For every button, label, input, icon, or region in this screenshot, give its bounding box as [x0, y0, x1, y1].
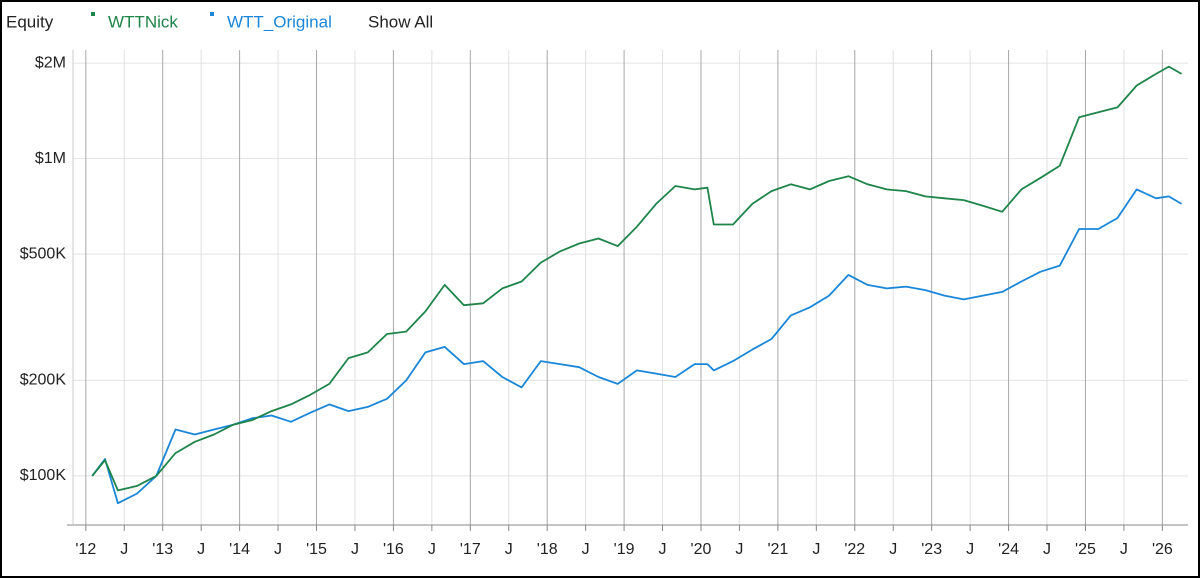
- x-tick-label: '21: [767, 541, 788, 558]
- show-all-button[interactable]: Show All: [368, 12, 433, 31]
- x-tick-label: J: [1120, 541, 1128, 558]
- x-tick-label: J: [735, 541, 743, 558]
- legend-label[interactable]: WTTNick: [108, 12, 178, 31]
- x-tick-label: '15: [306, 541, 327, 558]
- x-tick-label: '18: [537, 541, 558, 558]
- legend-marker[interactable]: [210, 12, 214, 16]
- x-tick-label: J: [120, 541, 128, 558]
- x-tick-label: '22: [844, 541, 865, 558]
- x-tick-label: '16: [383, 541, 404, 558]
- series-line: [91, 65, 1183, 492]
- x-tick-label: '17: [460, 541, 481, 558]
- x-tick-label: '25: [1075, 541, 1096, 558]
- x-tick-label: J: [505, 541, 513, 558]
- y-tick-label: $500K: [20, 245, 67, 262]
- x-tick-label: '13: [152, 541, 173, 558]
- x-tick-label: J: [428, 541, 436, 558]
- legend-label[interactable]: WTT_Original: [227, 12, 332, 31]
- x-tick-label: '23: [921, 541, 942, 558]
- x-tick-label: J: [966, 541, 974, 558]
- y-tick-label: $2M: [35, 54, 66, 71]
- x-tick-label: J: [582, 541, 590, 558]
- y-tick-label: $1M: [35, 150, 66, 167]
- x-tick-label: J: [274, 541, 282, 558]
- x-tick-label: J: [659, 541, 667, 558]
- x-tick-label: '24: [998, 541, 1019, 558]
- x-tick-label: J: [197, 541, 205, 558]
- x-tick-label: '20: [691, 541, 712, 558]
- x-tick-label: J: [1043, 541, 1051, 558]
- x-tick-label: '19: [614, 541, 635, 558]
- x-tick-label: '26: [1152, 541, 1173, 558]
- legend-marker[interactable]: [91, 12, 95, 16]
- chart-title: Equity: [6, 12, 54, 31]
- x-tick-label: '12: [75, 541, 96, 558]
- y-tick-label: $100K: [20, 467, 67, 484]
- x-tick-label: J: [812, 541, 820, 558]
- x-tick-label: J: [889, 541, 897, 558]
- x-tick-label: J: [351, 541, 359, 558]
- series-line: [91, 188, 1183, 505]
- y-tick-label: $200K: [20, 372, 67, 389]
- x-tick-label: '14: [229, 541, 250, 558]
